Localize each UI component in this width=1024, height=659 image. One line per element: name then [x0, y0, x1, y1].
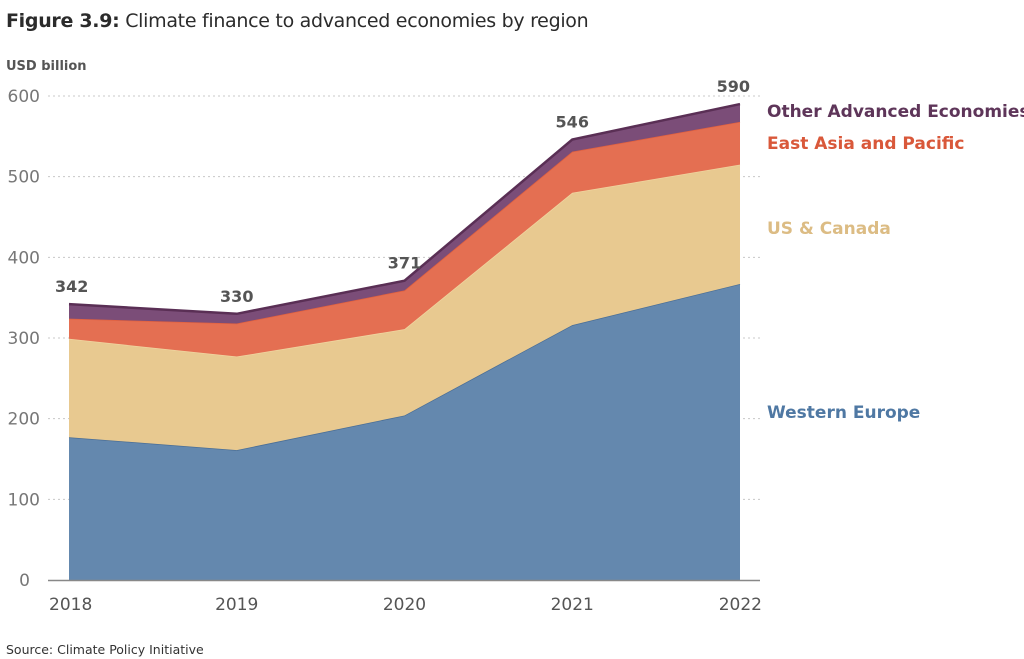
y-tick-label-400: 400 — [8, 248, 40, 268]
x-tick-label-2019: 2019 — [215, 595, 258, 615]
y-tick-label-500: 500 — [8, 168, 40, 188]
y-tick-label-0: 0 — [19, 571, 30, 591]
legend: Other Advanced Economies East Asia and Pa… — [767, 102, 1024, 423]
y-tick-label-600: 600 — [8, 87, 40, 107]
total-label-2018: 342 — [55, 277, 88, 296]
area-edge-other-advanced-economies — [68, 102, 741, 316]
x-tick-label-2020: 2020 — [383, 595, 426, 615]
y-axis-unit-label: USD billion — [6, 59, 87, 74]
area-east-asia-and-pacific — [69, 121, 740, 357]
y-tick-label-100: 100 — [8, 490, 40, 510]
legend-label-us-and-canada: US & Canada — [767, 219, 891, 239]
x-tick-label-2018: 2018 — [49, 595, 92, 615]
total-label-2021: 546 — [556, 113, 589, 132]
area-western-europe — [69, 283, 740, 580]
total-label-2020: 371 — [388, 254, 421, 273]
area-us-and-canada — [69, 164, 740, 451]
area-layers — [48, 102, 760, 582]
area-other-advanced-economies — [69, 104, 740, 324]
total-label-2022: 590 — [717, 77, 750, 96]
y-tick-label-200: 200 — [8, 410, 40, 430]
source-note: Source: Climate Policy Initiative — [6, 642, 204, 657]
figure-number: Figure 3.9: — [6, 10, 120, 32]
legend-label-east-asia-and-pacific: East Asia and Pacific — [767, 134, 964, 154]
y-tick-label-300: 300 — [8, 329, 40, 349]
total-label-2019: 330 — [220, 287, 253, 306]
x-tick-label-2022: 2022 — [719, 595, 762, 615]
chart-title: Figure 3.9: Climate finance to advanced … — [6, 10, 589, 32]
x-tick-label-2021: 2021 — [551, 595, 594, 615]
y-axis-ticks: 0 100 200 300 400 500 600 — [8, 87, 40, 591]
title-text: Climate finance to advanced economies by… — [119, 10, 589, 32]
total-labels: 342 330 371 546 590 — [55, 77, 750, 306]
legend-label-western-europe: Western Europe — [767, 403, 920, 423]
x-axis-ticks: 2018 2019 2020 2021 2022 — [49, 595, 762, 615]
legend-label-other-advanced-economies: Other Advanced Economies — [767, 102, 1024, 122]
